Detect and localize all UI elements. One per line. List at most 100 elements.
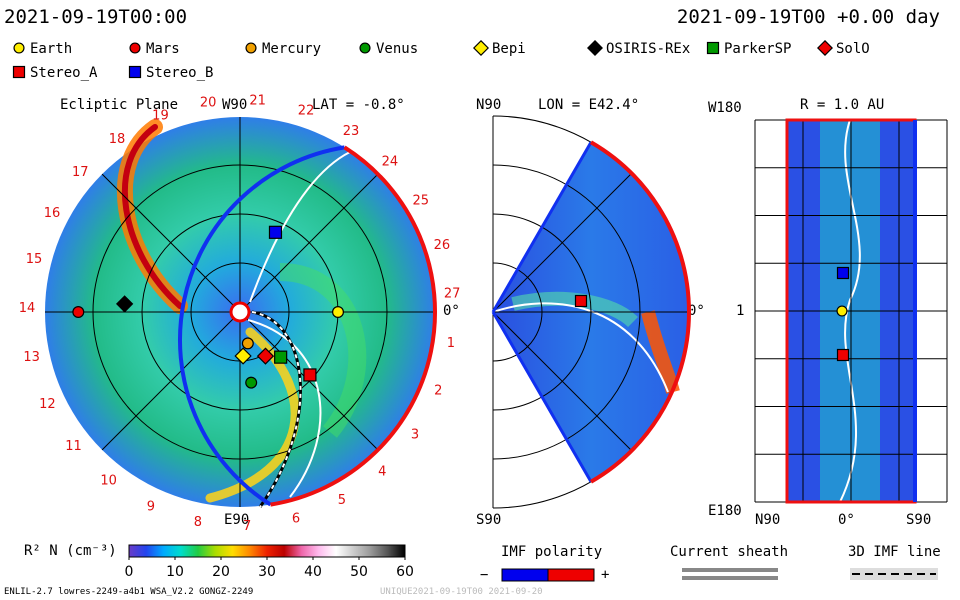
legend-label-venus: Venus xyxy=(376,41,418,57)
current-sheath-label: Current sheath xyxy=(670,544,789,560)
colorbar-tick-label: 20 xyxy=(212,564,230,580)
ecliptic-rotation-number: 2 xyxy=(434,384,442,399)
colorbar: 0 10 20 30 40 50 60 xyxy=(125,544,414,580)
ecliptic-rotation-number: 20 xyxy=(200,95,217,110)
imf-polarity-negative xyxy=(501,568,549,582)
meridional-lon: LON = E42.4° xyxy=(538,97,640,113)
ecliptic-rotation-number: 11 xyxy=(65,439,82,454)
current-sheath-swatch-1 xyxy=(682,568,778,572)
ecliptic-boundary-positive xyxy=(270,145,437,507)
datetime-left: 2021-09-19T00:00 xyxy=(4,6,188,28)
ecliptic-bottom-label: E90 xyxy=(224,512,250,528)
legend-label-mercury: Mercury xyxy=(262,41,321,57)
imf-minus-label: − xyxy=(480,567,489,583)
meridional-right-label: 0° xyxy=(688,303,705,319)
radial-panel xyxy=(754,118,948,504)
legend-label-bepi: Bepi xyxy=(492,41,526,57)
legend-marker-stereo_a xyxy=(12,65,26,79)
footer-left: ENLIL-2.7 lowres-2249-a4b1 WSA_V2.2 GONG… xyxy=(4,587,254,597)
ecliptic-sun xyxy=(229,301,251,323)
radial-x-label-s90: S90 xyxy=(906,512,932,528)
ecliptic-current-sheet xyxy=(249,151,351,303)
ecliptic-rotation-number: 15 xyxy=(26,252,43,267)
legend-marker-stereo_b xyxy=(128,65,142,79)
ecliptic-rotation-number: 26 xyxy=(434,238,451,253)
legend-marker-venus xyxy=(359,42,371,54)
radial-x-label-n90: N90 xyxy=(755,512,781,528)
radial-top-label: W180 xyxy=(708,100,742,116)
legend-marker-bepi xyxy=(473,40,489,56)
ecliptic-rotation-number: 23 xyxy=(343,124,360,139)
legend-label-parkersp: ParkerSP xyxy=(724,41,791,57)
legend-marker-osiris-rex xyxy=(587,40,603,56)
ecliptic-rotation-number: 22 xyxy=(298,104,315,119)
legend-markers: Earth Mars Mercury Venus Bepi OSIRIS-REx Parke… xyxy=(12,40,870,81)
ecliptic-rotation-number: 10 xyxy=(100,474,117,489)
colorbar-tick-label: 40 xyxy=(304,564,322,580)
legend-label-mars: Mars xyxy=(146,41,180,57)
ecliptic-marker-mars xyxy=(72,306,85,319)
footer-right: UNIQUE2021-09-19T00 2021-09-20 xyxy=(380,587,543,597)
radial-x-label-0: 0° xyxy=(838,512,855,528)
ecliptic-rotation-number: 16 xyxy=(44,206,61,221)
ecliptic-rotation-number: 12 xyxy=(39,397,56,412)
colorbar-tick-label: 50 xyxy=(350,564,368,580)
imf-line-label: 3D IMF line xyxy=(848,544,941,560)
ecliptic-imf-line xyxy=(251,311,302,508)
radial-title: R = 1.0 AU xyxy=(800,97,885,113)
ecliptic-right-label: 0° xyxy=(443,303,460,319)
legend-label-osiris-rex: OSIRIS-REx xyxy=(606,41,690,57)
ecliptic-marker-stereo_b xyxy=(268,225,283,239)
datetime-right: 2021-09-19T00 +0.00 day xyxy=(676,6,940,28)
legend-marker-mercury xyxy=(245,42,257,54)
ecliptic-rotation-number: 3 xyxy=(411,427,419,442)
imf-polarity-positive xyxy=(547,568,595,582)
ecliptic-rotation-number: 25 xyxy=(413,193,430,208)
ecliptic-rotation-number: 17 xyxy=(72,165,89,180)
ecliptic-grid-spoke xyxy=(239,173,379,313)
ecliptic-marker-mercury xyxy=(241,337,254,350)
meridional-bottom-label: S90 xyxy=(476,512,502,528)
ecliptic-rotation-number: 14 xyxy=(19,301,36,316)
ecliptic-rotation-number: 9 xyxy=(147,499,155,514)
radial-left-value: 1 xyxy=(736,303,745,319)
legend-marker-parkersp xyxy=(706,41,720,55)
legend-label-earth: Earth xyxy=(30,41,72,57)
ecliptic-panel: 20 21222324252627123456789101112131415161… xyxy=(19,94,461,534)
legend-label-stereo_b: Stereo_B xyxy=(146,65,213,81)
ecliptic-boundary-negative xyxy=(177,145,345,507)
ecliptic-marker-stereo_a xyxy=(303,368,317,382)
imf-plus-label: + xyxy=(601,567,610,583)
ecliptic-marker-bepi xyxy=(234,347,252,365)
ecliptic-rotation-number: 4 xyxy=(378,464,386,479)
ecliptic-rotation-number: 24 xyxy=(382,155,399,170)
ecliptic-rotation-number: 7 xyxy=(243,519,251,534)
meridional-current-sheet xyxy=(492,302,669,393)
radial-bottom-label: E180 xyxy=(708,503,742,519)
ecliptic-rotation-number: 1 xyxy=(447,336,455,351)
radial-marker-stereo_a xyxy=(836,348,850,362)
colorbar-label: R² N (cm⁻³) xyxy=(24,543,117,559)
ecliptic-rotation-number: 19 xyxy=(152,108,169,123)
ecliptic-marker-solo xyxy=(256,347,275,365)
colorbar-tick-label: 0 xyxy=(125,564,134,580)
ecliptic-rotation-number: 21 xyxy=(249,94,266,109)
radial-marker-stereo_b xyxy=(836,266,850,280)
radial-current-sheet xyxy=(839,119,861,503)
meridional-grid-spoke xyxy=(492,311,632,451)
meridional-edge-north xyxy=(491,141,593,313)
meridional-panel xyxy=(491,115,691,509)
legend-marker-solo xyxy=(817,40,833,56)
ecliptic-rotation-number: 5 xyxy=(338,493,346,508)
colorbar-tick-label: 10 xyxy=(166,564,184,580)
legend-label-stereo_a: Stereo_A xyxy=(30,65,98,81)
colorbar-tick-label: 30 xyxy=(258,564,276,580)
meridional-edge-south xyxy=(491,311,593,483)
ecliptic-density-arm-3 xyxy=(279,263,367,438)
colorbar-gradient xyxy=(128,544,406,558)
ecliptic-top-label: W90 xyxy=(222,97,248,113)
ecliptic-rotation-number: 18 xyxy=(109,132,126,147)
meridional-density-peak xyxy=(641,310,680,394)
